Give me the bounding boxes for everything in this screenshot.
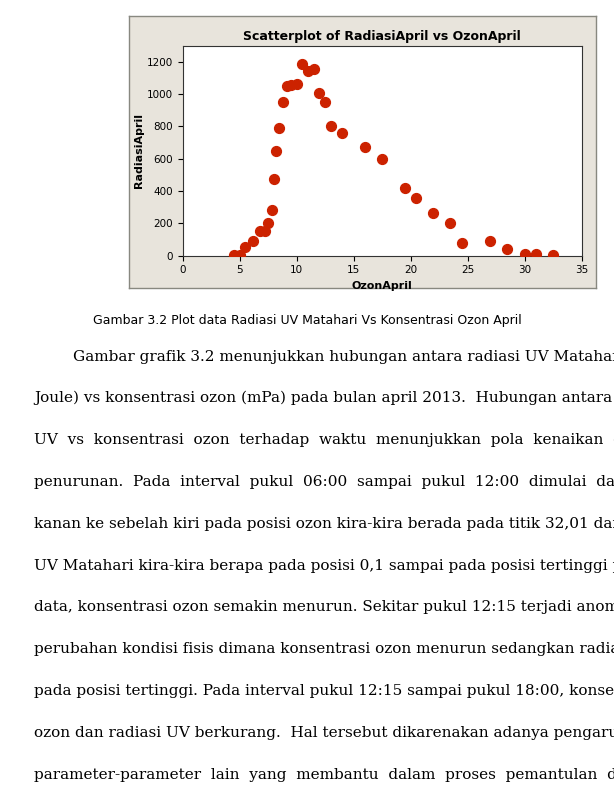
Title: Scatterplot of RadiasiApril vs OzonApril: Scatterplot of RadiasiApril vs OzonApril <box>243 30 521 43</box>
Text: UV  vs  konsentrasi  ozon  terhadap  waktu  menunjukkan  pola  kenaikan  dan: UV vs konsentrasi ozon terhadap waktu me… <box>34 433 614 447</box>
Point <box>548 249 558 261</box>
Point <box>314 86 324 99</box>
Point <box>278 96 288 108</box>
Point <box>503 243 513 255</box>
Point <box>377 152 387 165</box>
Text: perubahan kondisi fisis dimana konsentrasi ozon menurun sedangkan radiasi  UV: perubahan kondisi fisis dimana konsentra… <box>34 642 614 656</box>
Point <box>429 206 438 219</box>
Text: pada posisi tertinggi. Pada interval pukul 12:15 sampai pukul 18:00, konsentrasi: pada posisi tertinggi. Pada interval puk… <box>34 684 614 698</box>
Point <box>411 191 421 204</box>
Point <box>446 217 456 230</box>
Point <box>282 80 292 92</box>
Point <box>519 248 529 261</box>
Point <box>309 63 319 76</box>
Point <box>263 217 273 230</box>
Y-axis label: RadiasiApril: RadiasiApril <box>134 113 144 188</box>
Point <box>400 182 410 194</box>
Text: ozon dan radiasi UV berkurang.  Hal tersebut dikarenakan adanya pengaruh  dari: ozon dan radiasi UV berkurang. Hal terse… <box>34 726 614 740</box>
Point <box>235 249 244 261</box>
Point <box>271 145 281 157</box>
Point <box>360 141 370 154</box>
Point <box>297 58 307 70</box>
Point <box>326 120 336 133</box>
Point <box>531 248 541 261</box>
Text: kanan ke sebelah kiri pada posisi ozon kira-kira berada pada titik 32,01 dan rad: kanan ke sebelah kiri pada posisi ozon k… <box>34 517 614 531</box>
Point <box>320 96 330 108</box>
Point <box>457 236 467 249</box>
Point <box>337 126 347 139</box>
Point <box>255 225 265 238</box>
Point <box>269 173 279 186</box>
Point <box>241 240 251 253</box>
Point <box>486 235 495 247</box>
Text: Gambar grafik 3.2 menunjukkan hubungan antara radiasi UV Matahari (kilo: Gambar grafik 3.2 menunjukkan hubungan a… <box>34 349 614 363</box>
X-axis label: OzonApril: OzonApril <box>352 281 413 291</box>
Text: Joule) vs konsentrasi ozon (mPa) pada bulan april 2013.  Hubungan antara radiasi: Joule) vs konsentrasi ozon (mPa) pada bu… <box>34 391 614 405</box>
Point <box>249 235 258 247</box>
Text: parameter-parameter  lain  yang  membantu  dalam  proses  pemantulan  dan: parameter-parameter lain yang membantu d… <box>34 768 614 782</box>
Point <box>303 65 313 77</box>
Text: UV Matahari kira-kira berapa pada posisi 0,1 sampai pada posisi tertinggi pada p: UV Matahari kira-kira berapa pada posisi… <box>34 559 614 573</box>
Point <box>229 249 239 261</box>
Point <box>292 77 301 90</box>
Point <box>260 224 270 237</box>
Text: Gambar 3.2 Plot data Radiasi UV Matahari Vs Konsentrasi Ozon April: Gambar 3.2 Plot data Radiasi UV Matahari… <box>93 314 521 326</box>
Point <box>286 78 296 91</box>
Point <box>274 122 284 134</box>
Point <box>266 204 276 216</box>
Text: penurunan.  Pada  interval  pukul  06:00  sampai  pukul  12:00  dimulai  dari  s: penurunan. Pada interval pukul 06:00 sam… <box>34 475 614 489</box>
Text: data, konsentrasi ozon semakin menurun. Sekitar pukul 12:15 terjadi anomali yait: data, konsentrasi ozon semakin menurun. … <box>34 600 614 615</box>
